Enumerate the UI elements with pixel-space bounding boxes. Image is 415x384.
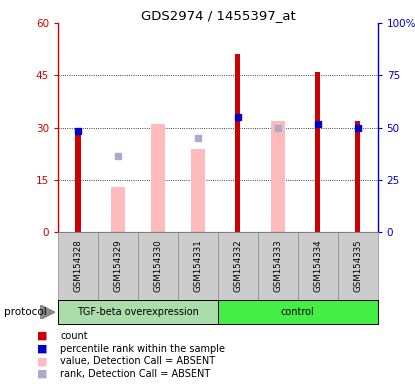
Bar xyxy=(271,121,285,232)
Bar xyxy=(218,232,258,300)
Bar xyxy=(98,232,138,300)
Text: rank, Detection Call = ABSENT: rank, Detection Call = ABSENT xyxy=(60,369,210,379)
Bar xyxy=(235,55,240,232)
Bar xyxy=(138,232,178,300)
Bar xyxy=(191,149,205,232)
Bar xyxy=(76,129,81,232)
Text: GSM154328: GSM154328 xyxy=(73,240,83,292)
Text: protocol: protocol xyxy=(4,307,47,317)
Text: ■: ■ xyxy=(37,369,48,379)
Bar xyxy=(218,300,378,324)
Text: ■: ■ xyxy=(37,344,48,354)
Text: value, Detection Call = ABSENT: value, Detection Call = ABSENT xyxy=(60,356,215,366)
Text: ■: ■ xyxy=(37,331,48,341)
Bar xyxy=(178,232,218,300)
Text: GSM154332: GSM154332 xyxy=(233,240,242,292)
Text: GSM154330: GSM154330 xyxy=(154,240,162,292)
Bar xyxy=(151,124,165,232)
Text: GSM154329: GSM154329 xyxy=(114,240,122,292)
Bar xyxy=(298,232,338,300)
Text: control: control xyxy=(281,307,315,317)
Bar xyxy=(111,187,125,232)
Text: GSM154333: GSM154333 xyxy=(273,240,282,292)
Text: GSM154334: GSM154334 xyxy=(313,240,322,292)
Text: ■: ■ xyxy=(37,356,48,366)
Text: GSM154331: GSM154331 xyxy=(193,240,203,292)
Polygon shape xyxy=(40,305,55,319)
Bar xyxy=(355,121,360,232)
Text: count: count xyxy=(60,331,88,341)
Bar xyxy=(58,232,98,300)
Bar xyxy=(258,232,298,300)
Bar xyxy=(338,232,378,300)
Bar xyxy=(315,72,320,232)
Text: percentile rank within the sample: percentile rank within the sample xyxy=(60,344,225,354)
Text: TGF-beta overexpression: TGF-beta overexpression xyxy=(77,307,199,317)
Title: GDS2974 / 1455397_at: GDS2974 / 1455397_at xyxy=(141,9,295,22)
Text: GSM154335: GSM154335 xyxy=(353,240,362,292)
Bar xyxy=(58,300,218,324)
